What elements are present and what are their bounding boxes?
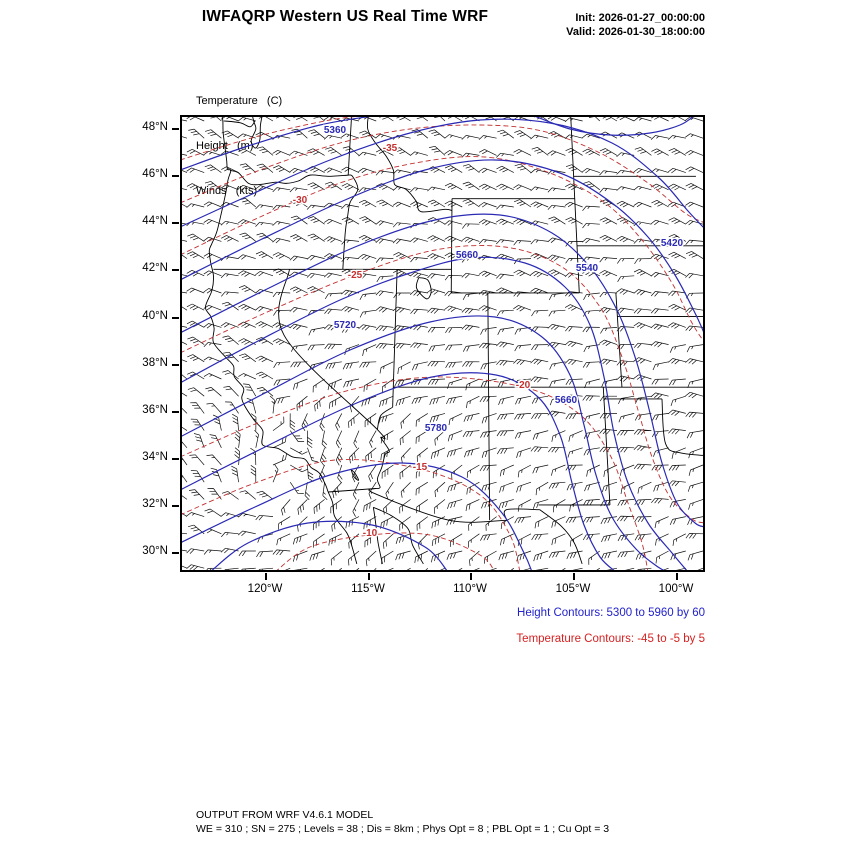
lon-tick	[470, 573, 472, 580]
lon-tick-label: 100°W	[658, 583, 694, 595]
lat-tick-label: 38°N	[142, 357, 168, 369]
temperature-contour-label: -20	[516, 380, 531, 391]
temperature-contour	[274, 532, 496, 572]
lat-tick-label: 36°N	[142, 404, 168, 416]
height-contour	[180, 372, 617, 572]
temperature-contour-label: -35	[383, 143, 398, 154]
init-time: Init: 2026-01-27_00:00:00	[575, 12, 705, 24]
lat-tick-label: 30°N	[142, 545, 168, 557]
lon-tick	[368, 573, 370, 580]
temperature-contour-label: -10	[363, 528, 378, 539]
state-border	[487, 292, 491, 521]
state-border	[615, 292, 623, 388]
lat-tick	[172, 458, 179, 460]
state-border	[350, 469, 360, 481]
height-contour	[531, 115, 696, 136]
lat-tick	[172, 364, 179, 366]
chart-title: IWFAQRP Western US Real Time WRF	[201, 8, 489, 25]
height-contour	[180, 256, 689, 572]
temperature-contour	[180, 376, 649, 572]
lat-tick-label: 44°N	[142, 215, 168, 227]
lon-tick	[265, 573, 267, 580]
valid-time: Valid: 2026-01-30_18:00:00	[566, 26, 705, 38]
lat-tick-label: 42°N	[142, 262, 168, 274]
temperature-contour	[180, 156, 705, 344]
height-contour	[180, 213, 705, 528]
legend-temperature: Temperature (C)	[196, 95, 283, 107]
temperature-contour	[180, 459, 521, 572]
state-border	[376, 406, 393, 430]
run-info: Init: 2026-01-27_00:00:00 Valid: 2026-01…	[566, 11, 705, 39]
state-border	[373, 506, 424, 565]
lat-tick-label: 46°N	[142, 168, 168, 180]
wind-barbs	[180, 115, 704, 572]
state-border	[229, 169, 349, 186]
lon-tick-label: 120°W	[247, 583, 283, 595]
lon-tick-label: 110°W	[453, 583, 487, 595]
height-contour	[180, 159, 705, 336]
height-contour-label: 5420	[661, 238, 684, 249]
lat-tick	[172, 222, 179, 224]
temperature-contour	[180, 115, 376, 161]
state-border	[347, 115, 353, 176]
lat-tick	[172, 552, 179, 554]
height-contour	[180, 462, 533, 572]
temperature-contour	[180, 245, 705, 524]
lat-tick	[172, 269, 179, 271]
height-contour-label: 5780	[425, 423, 448, 434]
model-footer: OUTPUT FROM WRF V4.6.1 MODEL WE = 310 ; …	[196, 808, 609, 836]
temperature-contour-label: -25	[348, 270, 363, 281]
lon-tick-label: 105°W	[555, 583, 591, 595]
lat-tick	[172, 128, 179, 130]
state-border	[450, 198, 453, 293]
lat-tick	[172, 505, 179, 507]
state-border	[570, 115, 580, 293]
weather-map: 5360 5420 5540 5660 5720 5780 5660 -35 -30 -25 -20…	[180, 115, 705, 572]
height-contour-note: Height Contours: 5300 to 5960 by 60	[517, 607, 705, 619]
temperature-contour-note: Temperature Contours: -45 to -5 by 5	[516, 633, 705, 645]
state-border	[223, 120, 256, 128]
height-contour-label: 5540	[576, 263, 599, 274]
lat-tick	[172, 175, 179, 177]
footer-params-line: WE = 310 ; SN = 275 ; Levels = 38 ; Dis …	[196, 823, 610, 835]
state-border	[602, 387, 611, 505]
state-border	[204, 115, 358, 564]
height-contour-label: 5660	[456, 250, 479, 261]
height-contour-label: 5720	[334, 320, 357, 331]
state-border	[342, 174, 359, 270]
state-border	[392, 269, 398, 408]
state-border	[415, 277, 432, 300]
height-contour	[180, 118, 705, 230]
lat-tick-label: 34°N	[142, 451, 168, 463]
lat-tick-label: 40°N	[142, 310, 168, 322]
lon-tick	[676, 573, 678, 580]
lat-tick	[172, 317, 179, 319]
lon-tick	[573, 573, 575, 580]
map-frame	[180, 115, 705, 572]
lon-tick-label: 115°W	[351, 583, 385, 595]
state-border	[366, 115, 453, 213]
lat-tick-label: 48°N	[142, 121, 168, 133]
state-border	[372, 507, 383, 564]
height-contour-label: 5660	[555, 395, 578, 406]
height-contour	[209, 520, 449, 572]
temperature-contour-label: -30	[293, 195, 308, 206]
temperature-contour	[180, 124, 705, 224]
map-panel: 5360 5420 5540 5660 5720 5780 5660 -35 -30 -25 -20…	[180, 115, 705, 572]
lat-tick-label: 32°N	[142, 498, 168, 510]
footer-model-line: OUTPUT FROM WRF V4.6.1 MODEL	[196, 809, 374, 821]
height-contour	[180, 315, 669, 572]
temperature-contour-label: -15	[413, 462, 428, 473]
state-border	[368, 488, 507, 523]
state-border	[539, 509, 583, 565]
height-contour	[180, 115, 381, 171]
lat-tick	[172, 411, 179, 413]
state-border	[278, 269, 390, 489]
height-contour-label: 5360	[324, 125, 347, 136]
legend-height: Height (m)	[196, 140, 254, 152]
